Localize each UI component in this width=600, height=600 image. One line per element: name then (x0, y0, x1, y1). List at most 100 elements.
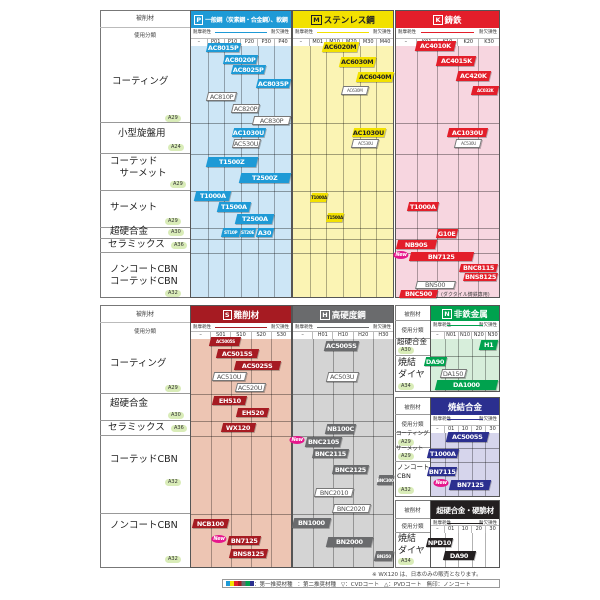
grade-chip[interactable]: BNC8115 (459, 264, 498, 272)
color-swatch-icon (226, 580, 254, 586)
grade-chip[interactable]: H1 (478, 340, 499, 350)
grade-chip[interactable]: AC530U (453, 139, 483, 148)
grade-chip[interactable]: BNC2115 (311, 449, 350, 458)
grade-chip[interactable]: AC6040M (355, 72, 395, 82)
grade-chip[interactable]: AC820P (230, 104, 261, 113)
grade-chip[interactable]: AC4010K (414, 41, 457, 51)
grade-chip[interactable]: T1500A (216, 202, 252, 212)
grade-chip[interactable]: AC8025P (230, 65, 267, 74)
grade-chip[interactable]: NB90S (395, 240, 438, 249)
grade-chip[interactable]: AC5015S (215, 349, 260, 358)
grade-chip[interactable]: AC630M (340, 86, 370, 95)
grade-chip[interactable]: AC8020P (222, 55, 259, 64)
grid-line (211, 339, 212, 567)
grade-chip[interactable]: AC6020M (321, 42, 360, 52)
grade-chip[interactable]: T2500A (234, 214, 275, 224)
g-code: 10 (457, 426, 472, 433)
grade-chip[interactable]: WX120 (220, 423, 257, 432)
grade-chip[interactable]: AC5025S (233, 361, 282, 370)
grade-chip[interactable]: DA150 (439, 369, 468, 378)
grade-chip[interactable]: BNS8125 (228, 549, 269, 558)
grade-chip[interactable]: AC520U (234, 383, 267, 392)
grade-chip[interactable]: AC420K (455, 71, 492, 81)
row-divider (395, 355, 430, 356)
grade-chip[interactable]: AC530U (231, 139, 262, 148)
grade-label: BNS8125 (232, 549, 265, 558)
grade-chip[interactable]: NB100C (324, 424, 357, 434)
grade-chip[interactable]: T1000A (406, 202, 440, 211)
grade-chip[interactable]: G10E (435, 229, 459, 238)
grade-chip[interactable]: BNS8125 (463, 273, 498, 281)
grade-chip[interactable]: AC1030U (231, 128, 267, 137)
grade-chip[interactable]: T1500A (325, 213, 345, 222)
grade-chip[interactable]: NPD10 (425, 538, 454, 547)
grade-chip[interactable]: AC8035P (255, 79, 292, 88)
grade-chip[interactable]: AC5005S (445, 432, 490, 442)
grade-chip[interactable]: BNC300 (376, 475, 395, 485)
row-divider (293, 239, 393, 240)
grade-label: AC820P (233, 104, 258, 113)
grade-chip[interactable]: BN350 (373, 551, 395, 561)
grade-chip[interactable]: AC530U (350, 139, 380, 148)
grade-chip[interactable]: T1000A (426, 449, 460, 458)
row-divider (431, 356, 499, 357)
grade-chip[interactable]: BNC2105 New (289, 436, 343, 447)
n-material-label: 被削材 (404, 312, 421, 318)
ref-badge: A36 (171, 425, 187, 432)
grade-chip[interactable]: AC503U (325, 372, 360, 382)
grade-chip[interactable]: AC510U (211, 372, 248, 381)
grade-chip[interactable]: AC032K (470, 86, 500, 95)
grade-chip[interactable]: BN1000 (291, 518, 332, 528)
grade-chip[interactable]: ST20E (239, 228, 257, 237)
grade-chip[interactable]: AC810P (205, 92, 238, 101)
grade-label: AC5025S (242, 361, 273, 370)
grade-chip[interactable]: BNC2010 (313, 488, 355, 497)
m-letter-badge: M (311, 14, 322, 25)
g-class-row: 耐摩耗性 耐欠損性 –01 10 20 30 (431, 415, 499, 433)
grade-label: T1000A (410, 202, 436, 211)
grade-chip[interactable]: T2500Z (238, 173, 292, 183)
grade-chip[interactable]: AC8015P (205, 43, 242, 52)
grade-chip[interactable]: EH520 (235, 408, 270, 417)
grade-chip[interactable]: BN2000 (325, 537, 374, 547)
grade-chip[interactable]: BNC2125 (331, 465, 370, 474)
grade-label: T1500A (327, 215, 343, 220)
grade-label: BNC8115 (462, 264, 495, 272)
grade-label: AC8015P (208, 43, 239, 52)
grade-chip[interactable]: BN7125 New (211, 535, 262, 545)
grade-chip[interactable]: DA90 (423, 357, 448, 366)
grade-chip[interactable]: AC5005S (323, 341, 360, 351)
grade-chip[interactable]: T1000A (309, 193, 329, 202)
grade-chip[interactable]: AC5005S (208, 337, 242, 346)
b-code: – (436, 526, 439, 532)
grade-chip[interactable]: BNC2020 (331, 504, 372, 513)
grid-line (271, 339, 272, 567)
b-code: 30 (485, 526, 499, 533)
grade-chip[interactable]: AC6030M (338, 57, 377, 67)
grade-chip[interactable]: BNC500 (399, 290, 438, 298)
row-divider (293, 228, 393, 229)
grade-chip[interactable]: BN7125 New (433, 479, 492, 490)
grade-label: NB90S (405, 240, 428, 249)
grade-chip[interactable]: DA1000 (434, 380, 499, 390)
grade-chip[interactable]: T1500Z (205, 157, 259, 167)
grade-chip[interactable]: NCB100 (191, 519, 230, 528)
grade-chip[interactable]: BN500 (415, 281, 456, 289)
grade-chip[interactable]: AC1030U (446, 128, 489, 137)
grade-chip[interactable]: T1000A (193, 191, 232, 201)
p-code: P10 (223, 39, 241, 46)
grade-chip[interactable]: AC4015K (435, 56, 477, 66)
row-label-small-lathe: 小型旋盤用 (118, 128, 166, 139)
grade-chip[interactable]: EH510 (211, 396, 248, 405)
grade-chip[interactable]: DA90 (442, 551, 477, 560)
row-divider (293, 253, 393, 254)
grade-label: BN1000 (298, 519, 325, 527)
grade-chip[interactable]: AC830P (251, 116, 292, 125)
grade-chip[interactable]: AC1030U (351, 128, 387, 137)
row-divider (100, 238, 190, 239)
grade-chip[interactable]: BN7125 New (393, 251, 475, 261)
grade-chip[interactable]: ST10P (220, 228, 242, 237)
grade-chip[interactable]: A30 (255, 228, 275, 237)
grade-chip[interactable]: BN7115 (426, 467, 458, 476)
g-column: 焼結合金 耐摩耗性 耐欠損性 –01 10 20 30 (430, 397, 500, 497)
